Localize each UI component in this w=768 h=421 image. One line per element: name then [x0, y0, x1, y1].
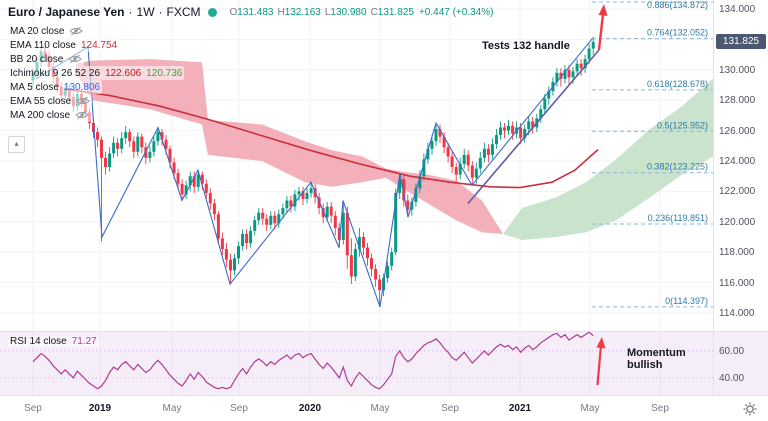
price-tick-label: 126.000 — [719, 125, 756, 137]
indicator-row-ichimoku-9-26-52-26[interactable]: Ichimoku 9 26 52 26 122.606 120.736 — [8, 66, 185, 80]
legend-collapse-button[interactable]: ▴ — [8, 136, 25, 153]
close-value: 131.825 — [377, 6, 414, 18]
ema110-line — [67, 88, 599, 189]
indicator-title: EMA 110 close — [10, 39, 76, 51]
price-chart-pane[interactable]: 0.886(134.872) 0.764(132.052) 0.618(128.67… — [0, 0, 713, 331]
ascending-trendline — [467, 49, 600, 205]
time-axis-label: May — [370, 403, 390, 414]
svg-text:0.236(119.851): 0.236(119.851) — [648, 213, 708, 223]
indicator-row-ema-55-close[interactable]: EMA 55 close — [8, 94, 93, 108]
time-axis-label: Sep — [651, 403, 669, 414]
price-tick-label: 114.000 — [719, 307, 755, 319]
open-value: 131.483 — [237, 6, 274, 18]
low-value: 130.980 — [330, 6, 367, 18]
high-label: H — [277, 6, 285, 18]
open-label: O — [229, 6, 238, 18]
indicator-row-ma-200-close[interactable]: MA 200 close — [8, 108, 92, 122]
svg-text:0.618(128.678): 0.618(128.678) — [647, 79, 708, 89]
visibility-off-eye-icon[interactable] — [76, 96, 90, 106]
high-value: 132.163 — [284, 6, 321, 18]
rsi-line — [32, 332, 594, 390]
visibility-off-eye-icon[interactable] — [75, 110, 89, 120]
visibility-off-eye-icon[interactable] — [69, 26, 84, 36]
annotation-momentum-line2: bullish — [627, 359, 663, 371]
price-tick-label: 128.000 — [719, 95, 756, 107]
indicator-row-ma-5-close[interactable]: MA 5 close 130.806 — [8, 80, 103, 94]
chart-legend: Euro / Japanese Yen · 1W · FXCM O131.483… — [8, 5, 493, 122]
svg-text:0.764(132.052): 0.764(132.052) — [647, 28, 708, 38]
dot-separator: · — [158, 5, 163, 19]
symbol-header-row[interactable]: Euro / Japanese Yen · 1W · FXCM O131.483… — [8, 5, 493, 19]
price-scale[interactable]: 114.000 116.000 118.000 120.000 122.000 124.0… — [713, 0, 768, 331]
indicator-row-ma-20-close[interactable]: MA 20 close — [8, 24, 86, 38]
svg-text:0.5(125.952): 0.5(125.952) — [657, 120, 708, 130]
price-tick-label: 130.000 — [719, 64, 756, 76]
rsi-pane[interactable] — [0, 331, 713, 396]
rsi-legend-row[interactable]: RSI 14 close 71.27 — [8, 336, 99, 347]
rsi-indicator-value: 71.27 — [71, 336, 97, 347]
indicator-value: 120.736 — [146, 67, 183, 79]
indicator-row-ema-110-close[interactable]: EMA 110 close 124.754 — [8, 38, 120, 52]
momentum-arrow[interactable] — [596, 337, 606, 386]
price-tick-label: 124.000 — [719, 155, 756, 167]
time-axis-label: 2019 — [88, 403, 112, 414]
indicator-title: MA 200 close — [10, 109, 71, 121]
time-axis-label: May — [162, 403, 182, 414]
svg-text:0(114.397): 0(114.397) — [665, 296, 708, 306]
visibility-off-eye-icon[interactable] — [68, 54, 83, 64]
indicator-row-bb-20-close[interactable]: BB 20 close — [8, 52, 85, 66]
time-axis-label: Sep — [24, 403, 42, 414]
rsi-scale[interactable]: 60.00 40.00 — [713, 331, 768, 396]
low-label: L — [324, 6, 331, 18]
exchange-label[interactable]: FXCM — [166, 5, 201, 19]
ichimoku-cloud-layer — [76, 59, 713, 241]
interval-label[interactable]: 1W — [136, 5, 155, 19]
price-tick-label: 134.000 — [719, 3, 756, 15]
price-tick-label: 122.000 — [719, 186, 756, 198]
breakout-arrow[interactable] — [597, 4, 608, 51]
svg-text:0.382(123.225): 0.382(123.225) — [647, 162, 708, 172]
time-axis[interactable]: Sep 2019 May Sep 2020 May Sep 2021 May Sep — [0, 395, 768, 421]
indicator-value: 122.606 — [105, 67, 142, 79]
close-label: C — [370, 6, 378, 18]
time-axis-label: May — [580, 403, 600, 414]
rsi-grid-layer — [0, 332, 713, 395]
price-tick-label: 120.000 — [719, 216, 756, 228]
zigzag-line — [35, 37, 594, 308]
rsi-plot — [0, 332, 713, 395]
time-axis-label: Sep — [230, 403, 248, 414]
time-axis-label: 2020 — [298, 403, 322, 414]
rsi-indicator-title: RSI 14 close — [10, 336, 67, 347]
indicator-title: MA 20 close — [10, 25, 65, 37]
indicator-value: 124.754 — [80, 39, 118, 51]
rsi-tick-label: 60.00 — [719, 345, 745, 357]
dot-separator: · — [128, 5, 133, 19]
indicator-title: Ichimoku 9 26 52 26 — [10, 67, 101, 79]
settings-gear-icon[interactable] — [742, 401, 758, 417]
indicator-title: MA 5 close — [10, 81, 59, 93]
annotation-momentum-line1: Momentum — [627, 347, 686, 359]
annotation-momentum-bullish[interactable]: Momentum bullish — [627, 347, 686, 371]
last-price-badge: 131.825 — [716, 34, 766, 50]
indicator-title: EMA 55 close — [10, 95, 72, 107]
svg-text:0.886(134.872): 0.886(134.872) — [647, 0, 708, 10]
indicator-legend-list: MA 20 close EMA 110 close 124.754 BB 20 clo… — [8, 24, 493, 122]
symbol-title[interactable]: Euro / Japanese Yen — [8, 5, 125, 19]
time-axis-label: Sep — [441, 403, 459, 414]
indicator-title: BB 20 close — [10, 53, 64, 65]
chevron-up-icon: ▴ — [14, 139, 19, 148]
price-tick-label: 116.000 — [719, 277, 755, 289]
fib-retracement-layer[interactable]: 0.886(134.872) 0.764(132.052) 0.618(128.67… — [592, 0, 713, 308]
rsi-tick-label: 40.00 — [719, 372, 745, 384]
annotation-tests-132-handle[interactable]: Tests 132 handle — [482, 40, 570, 52]
market-status-icon[interactable] — [207, 7, 217, 17]
ohlc-readout: O131.483 H132.163 L130.980 C131.825 +0.447 (… — [226, 7, 494, 18]
time-axis-label: 2021 — [508, 403, 532, 414]
change-value: +0.447 (+0.34%) — [418, 6, 494, 18]
indicator-value: 130.806 — [63, 81, 101, 93]
price-tick-label: 118.000 — [719, 247, 755, 259]
